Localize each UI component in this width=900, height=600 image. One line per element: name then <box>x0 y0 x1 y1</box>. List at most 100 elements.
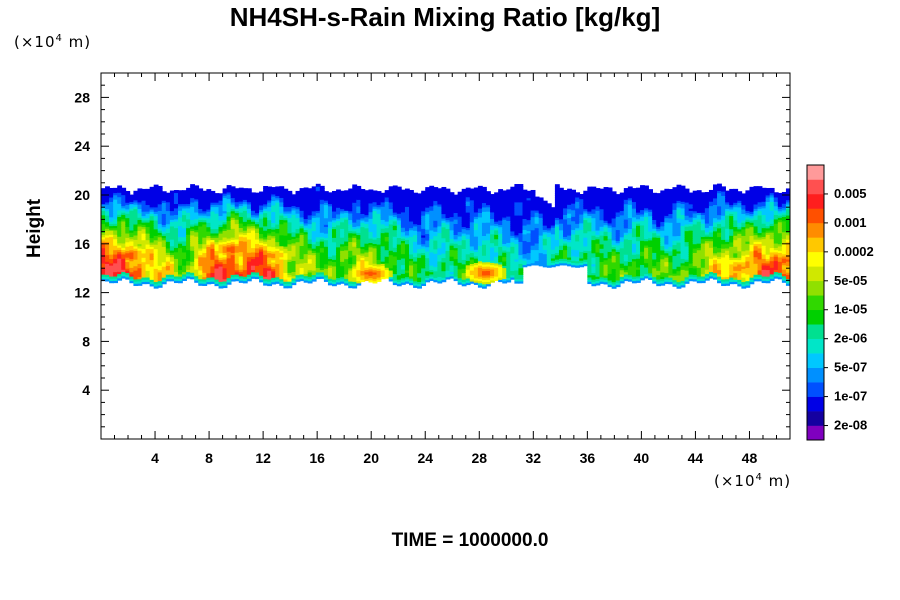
contour-cell <box>563 253 568 257</box>
contour-cell <box>498 252 504 256</box>
contour-cell <box>165 258 171 262</box>
contour-cell <box>311 258 317 262</box>
contour-cell <box>433 268 439 272</box>
contour-cell <box>186 244 191 248</box>
contour-cell <box>332 197 337 201</box>
contour-cell <box>404 265 410 269</box>
contour-cell <box>481 224 487 228</box>
contour-cell <box>271 257 277 261</box>
contour-cell <box>356 271 362 275</box>
contour-cell <box>510 215 516 219</box>
contour-cell <box>469 188 475 192</box>
contour-cell <box>340 195 345 199</box>
contour-cell <box>563 260 568 264</box>
contour-cell <box>190 254 196 258</box>
contour-cell <box>425 222 431 226</box>
contour-cell <box>263 240 268 244</box>
contour-cell <box>457 231 463 235</box>
contour-cell <box>384 234 390 238</box>
contour-cell <box>283 274 289 278</box>
contour-cell <box>105 197 110 201</box>
contour-cell <box>198 265 204 269</box>
contour-cell <box>327 253 333 257</box>
contour-cell <box>283 280 289 284</box>
contour-cell <box>336 261 341 265</box>
contour-cell <box>506 196 512 200</box>
contour-cell <box>344 264 350 268</box>
contour-cell <box>214 252 220 256</box>
contour-cell <box>287 197 293 201</box>
contour-cell <box>194 198 200 202</box>
contour-cell <box>287 215 293 219</box>
contour-cell <box>319 194 325 198</box>
contour-cell <box>530 258 536 262</box>
contour-cell <box>473 198 479 202</box>
contour-cell <box>299 242 305 246</box>
contour-cell <box>473 270 479 274</box>
contour-cell <box>267 278 273 282</box>
contour-cell <box>275 188 281 192</box>
contour-cell <box>178 245 183 249</box>
contour-cell <box>417 213 422 217</box>
contour-cell <box>307 190 313 194</box>
contour-cell <box>392 238 398 242</box>
contour-cell <box>275 197 281 201</box>
contour-cell <box>461 202 467 206</box>
contour-cell <box>133 272 139 276</box>
contour-cell <box>234 203 240 207</box>
contour-cell <box>194 207 200 211</box>
contour-cell <box>210 256 216 260</box>
contour-cell <box>267 267 273 271</box>
contour-cell <box>344 223 350 227</box>
contour-cell <box>368 242 374 246</box>
contour-cell <box>222 245 228 249</box>
contour-cell <box>336 242 341 246</box>
contour-cell <box>506 191 512 195</box>
contour-cell <box>271 263 277 267</box>
contour-cell <box>246 256 252 260</box>
contour-cell <box>259 257 264 261</box>
contour-cell <box>323 219 329 223</box>
contour-cell <box>283 256 289 260</box>
contour-cell <box>279 278 285 282</box>
contour-cell <box>400 275 406 279</box>
contour-cell <box>360 279 366 283</box>
contour-cell <box>571 257 576 261</box>
contour-cell <box>575 234 581 238</box>
contour-cell <box>226 239 232 243</box>
contour-cell <box>287 252 293 256</box>
contour-cell <box>502 234 508 238</box>
contour-cell <box>315 243 321 247</box>
contour-cell <box>494 262 499 266</box>
contour-cell <box>178 267 183 271</box>
contour-cell <box>498 215 504 219</box>
contour-cell <box>311 274 317 278</box>
contour-cell <box>291 273 297 277</box>
contour-cell <box>299 256 305 260</box>
contour-cell <box>222 208 228 212</box>
contour-cell <box>210 228 216 232</box>
contour-cell <box>169 201 175 205</box>
contour-cell <box>109 275 114 279</box>
contour-cell <box>441 208 447 212</box>
contour-cell <box>400 222 406 226</box>
contour-cell <box>109 264 114 268</box>
contour-cell <box>413 273 418 277</box>
contour-cell <box>250 218 256 222</box>
contour-cell <box>182 220 187 224</box>
contour-cell <box>469 221 475 225</box>
contour-cell <box>255 236 260 240</box>
contour-cell <box>109 262 114 266</box>
contour-cell <box>506 211 512 215</box>
contour-cell <box>421 192 427 196</box>
contour-cell <box>327 198 333 202</box>
contour-cell <box>587 272 593 276</box>
contour-cell <box>579 218 585 222</box>
contour-cell <box>259 259 264 263</box>
contour-cell <box>360 257 366 261</box>
contour-cell <box>259 198 264 202</box>
contour-cell <box>190 252 196 256</box>
contour-cell <box>400 224 406 228</box>
contour-cell <box>149 243 155 247</box>
contour-cell <box>291 198 297 202</box>
